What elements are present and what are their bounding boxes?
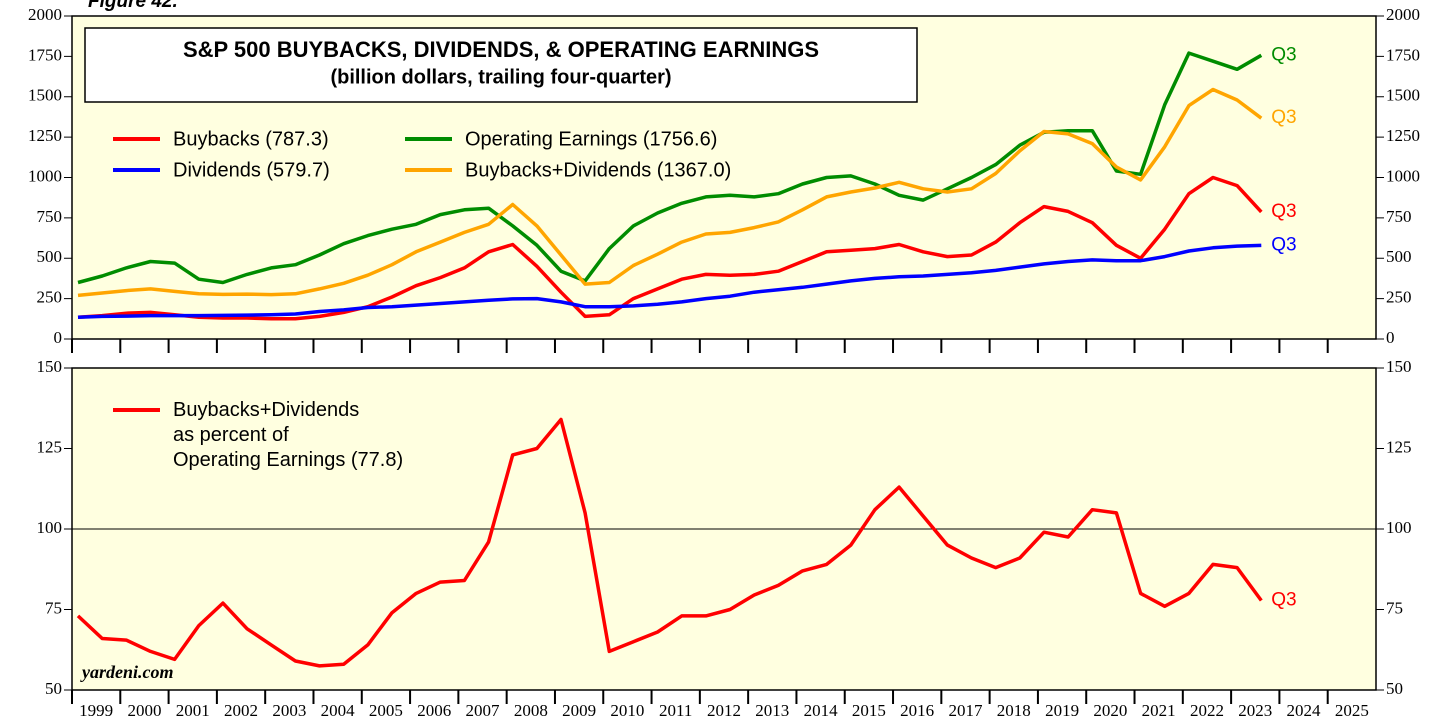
y-tick-label: 50 (45, 679, 62, 698)
y2-tick-label: 50 (1386, 679, 1403, 698)
series-line (77, 243, 1262, 319)
y2-tick-label: 125 (1386, 437, 1412, 456)
x-tick-label: 2001 (176, 701, 210, 720)
plot-frame (71, 367, 1377, 691)
chart-title: S&P 500 BUYBACKS, DIVIDENDS, & OPERATING… (183, 37, 819, 62)
x-tick-label: 2010 (610, 701, 644, 720)
plot-frame (71, 15, 1377, 340)
y2-tick-label: 150 (1386, 357, 1412, 376)
x-tick-label: 2016 (900, 701, 934, 720)
end-label: Q3 (1271, 44, 1296, 65)
y2-tick-label: 250 (1386, 288, 1412, 307)
series-line (77, 175, 1263, 321)
y-tick-label: 1000 (28, 166, 62, 185)
x-tick-label: 2007 (466, 701, 501, 720)
y-tick-label: 125 (37, 437, 63, 456)
y2-tick-label: 1500 (1386, 86, 1420, 105)
y-tick-label: 75 (45, 598, 62, 617)
y2-tick-label: 1000 (1386, 166, 1420, 185)
end-label: Q3 (1271, 234, 1296, 255)
y-tick-label: 1750 (28, 45, 62, 64)
x-tick-label: 2023 (1238, 701, 1272, 720)
y2-tick-label: 100 (1386, 518, 1412, 537)
y-tick-label: 100 (37, 518, 63, 537)
x-tick-label: 2025 (1335, 701, 1369, 720)
y-tick-label: 1500 (28, 86, 62, 105)
x-tick-label: 2012 (707, 701, 741, 720)
x-tick-label: 2021 (1142, 701, 1176, 720)
x-tick-label: 2004 (321, 701, 356, 720)
chart-subtitle: (billion dollars, trailing four-quarter) (330, 66, 671, 88)
x-tick-label: 2005 (369, 701, 403, 720)
x-tick-label: 2015 (852, 701, 886, 720)
x-tick-label: 2002 (224, 701, 258, 720)
legend-label: Dividends (579.7) (173, 159, 330, 181)
end-label: Q3 (1271, 201, 1296, 222)
y-tick-label: 0 (54, 328, 63, 347)
x-tick-label: 2000 (127, 701, 161, 720)
series-line (77, 87, 1263, 298)
x-tick-label: 2008 (514, 701, 548, 720)
source-label: yardeni.com (80, 662, 174, 682)
y2-tick-label: 0 (1386, 328, 1395, 347)
y2-tick-label: 2000 (1386, 5, 1420, 24)
y-tick-label: 500 (37, 247, 63, 266)
y-tick-label: 1250 (28, 126, 62, 145)
x-tick-label: 2022 (1190, 701, 1224, 720)
x-tick-label: 2024 (1287, 701, 1322, 720)
x-tick-label: 2014 (804, 701, 839, 720)
legend-label: Buybacks+Dividends (1367.0) (465, 159, 731, 181)
x-tick-label: 1999 (79, 701, 113, 720)
end-label: Q3 (1271, 107, 1296, 128)
series-line (77, 51, 1263, 285)
legend-label: Buybacks (787.3) (173, 128, 329, 150)
y2-tick-label: 1750 (1386, 45, 1420, 64)
series-line (76, 417, 1263, 668)
y-tick-label: 2000 (28, 5, 62, 24)
y-tick-label: 750 (37, 207, 63, 226)
figure-label: Figure 42. (88, 0, 178, 12)
y2-tick-label: 750 (1386, 207, 1412, 226)
y-tick-label: 250 (37, 288, 63, 307)
x-tick-label: 2019 (1045, 701, 1079, 720)
y-tick-label: 150 (37, 357, 63, 376)
x-tick-label: 2006 (417, 701, 451, 720)
y2-tick-label: 500 (1386, 247, 1412, 266)
x-tick-label: 2009 (562, 701, 596, 720)
legend-label: Operating Earnings (1756.6) (465, 128, 717, 150)
x-tick-label: 2011 (659, 701, 692, 720)
x-tick-label: 2017 (948, 701, 983, 720)
legend-label: Buybacks+Dividends as percent of Operati… (173, 399, 404, 471)
x-tick-label: 2003 (272, 701, 306, 720)
end-label: Q3 (1271, 589, 1296, 610)
y2-tick-label: 75 (1386, 598, 1403, 617)
x-tick-label: 2018 (997, 701, 1031, 720)
x-tick-label: 2013 (755, 701, 789, 720)
y2-tick-label: 1250 (1386, 126, 1420, 145)
title-box (84, 27, 918, 103)
x-tick-label: 2020 (1093, 701, 1127, 720)
